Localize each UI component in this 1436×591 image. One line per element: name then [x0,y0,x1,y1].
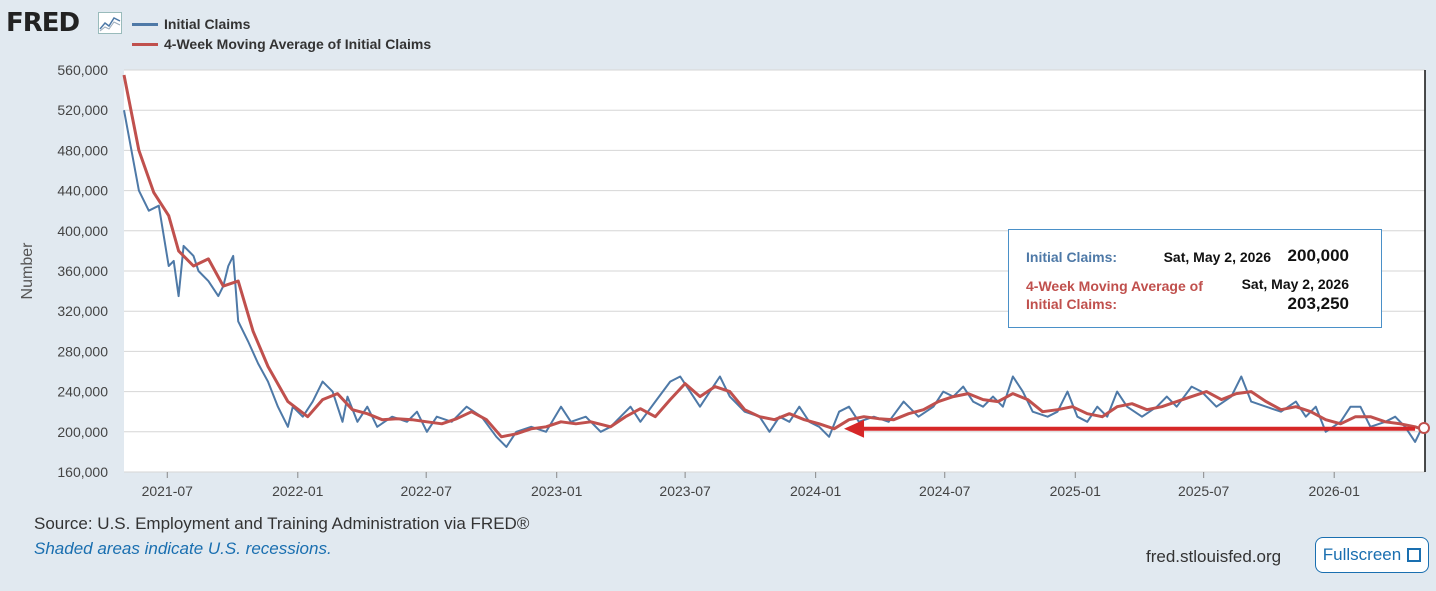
hover-marker [1418,422,1430,434]
x-tick-label: 2021-07 [142,483,194,499]
x-tick-label: 2025-01 [1050,483,1102,499]
legend-swatch-red [132,42,158,46]
y-axis-label: Number [19,242,36,300]
source-note: Source: U.S. Employment and Training Adm… [34,514,530,533]
tooltip-series1-date: Sat, May 2, 2026 [1163,249,1271,265]
x-tick-label: 2023-01 [531,483,583,499]
recession-note[interactable]: Shaded areas indicate U.S. recessions. [34,539,332,558]
line-chart[interactable]: 160,000 200,000 240,000 280,000 320,000 360,0… [0,0,1436,500]
x-tick-label: 2022-01 [272,483,324,499]
x-tick-label: 2025-07 [1178,483,1230,499]
tooltip-series2-date: Sat, May 2, 2026 [1241,276,1349,292]
series-line-initial-claims[interactable] [123,110,1421,448]
y-tick-label: 440,000 [57,183,108,199]
line-chart-icon [98,12,122,34]
x-tick-label: 2024-07 [919,483,971,499]
expand-icon [1407,548,1422,562]
legend-item-initial-claims[interactable]: Initial Claims [132,14,431,34]
annotation-arrow-head [844,419,865,438]
y-tick-label: 200,000 [57,424,108,440]
fullscreen-button[interactable]: Fullscreen [1315,537,1429,573]
y-tick-label: 560,000 [57,62,108,78]
data-tooltip: Initial Claims: Sat, May 2, 2026 200,000… [1008,229,1382,328]
x-tick-label: 2022-07 [400,483,452,499]
tooltip-series1-value: 200,000 [1287,246,1349,265]
fullscreen-label: Fullscreen [1322,545,1402,564]
series-line-moving-average[interactable] [122,74,1421,439]
fred-logo[interactable]: FRED [6,8,80,38]
y-tick-label: 160,000 [57,464,108,480]
x-tick-label: 2023-07 [659,483,711,499]
y-tick-label: 360,000 [57,263,108,279]
x-tick-label: 2024-01 [790,483,842,499]
y-tick-label: 520,000 [57,102,108,118]
y-tick-label: 320,000 [57,303,108,319]
tooltip-series1-label: Initial Claims: [1026,249,1118,265]
chart-legend: Initial Claims 4-Week Moving Average of … [132,14,431,54]
x-tick-label: 2026-01 [1309,483,1361,499]
legend-swatch-blue [132,22,158,26]
y-tick-label: 480,000 [57,142,108,158]
site-url[interactable]: fred.stlouisfed.org [1146,547,1282,566]
y-tick-label: 280,000 [57,343,108,359]
legend-label: Initial Claims [164,16,251,32]
tooltip-series2-value: 203,250 [1287,294,1349,313]
legend-item-moving-average[interactable]: 4-Week Moving Average of Initial Claims [132,34,431,54]
y-tick-label: 400,000 [57,223,108,239]
tooltip-series2-label: 4-Week Moving Average of Initial Claims: [1026,278,1203,312]
y-tick-label: 240,000 [57,384,108,400]
legend-label: 4-Week Moving Average of Initial Claims [164,36,432,52]
